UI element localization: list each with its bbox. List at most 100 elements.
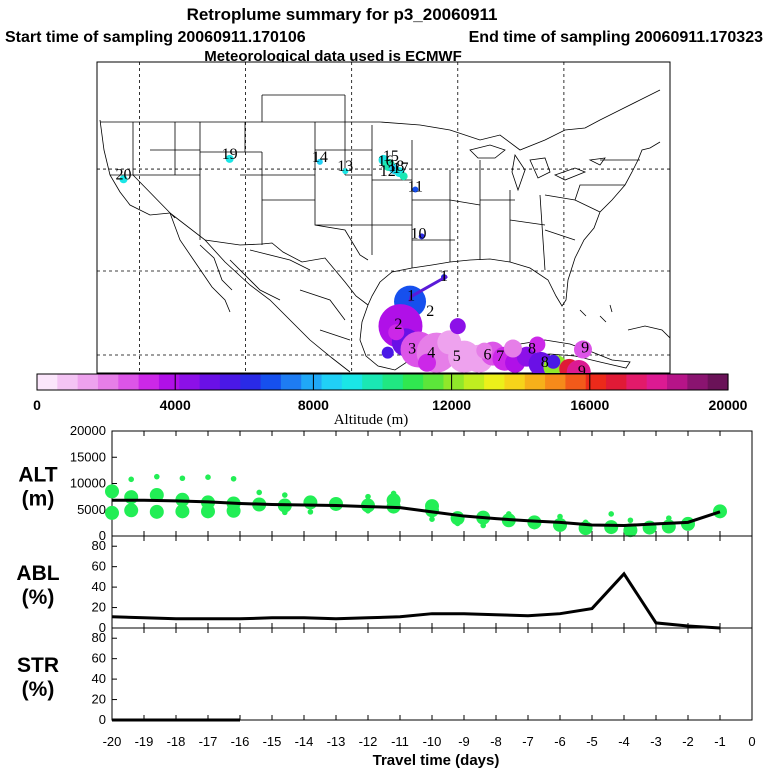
- x-tick-label: -9: [458, 734, 470, 749]
- panel-str: 0 20 40 60 80 STR(%): [17, 627, 753, 727]
- colorbar-tick-label: 0: [33, 397, 41, 413]
- alt-marker-small: [128, 476, 134, 483]
- map-day-label: 15: [383, 148, 399, 165]
- alt-marker-small: [179, 475, 186, 482]
- plume-marker: [503, 339, 522, 358]
- alt-marker-small: [282, 492, 288, 498]
- colorbar-cell: [341, 374, 363, 390]
- plume-track: [408, 274, 448, 302]
- alt-marker: [175, 504, 190, 519]
- colorbar-cell: [158, 374, 180, 390]
- alt-marker-small: [506, 511, 512, 517]
- gulf-atlantic-coast: [367, 141, 661, 307]
- y-axis-label: ABL: [16, 562, 59, 585]
- alt-marker-small: [627, 517, 634, 524]
- colorbar-cell: [260, 374, 282, 390]
- alt-marker-small: [154, 473, 160, 480]
- alt-marker-small: [282, 509, 288, 516]
- x-tick-label: -12: [359, 734, 378, 749]
- map-day-label: 3: [408, 341, 416, 358]
- time-series-panels: 05000100001500020000ALT(m)020406080ABL(%…: [16, 423, 755, 749]
- x-tick-label: -3: [650, 734, 662, 749]
- x-tick-label: -1: [714, 734, 726, 749]
- colorbar-tick-label: 20000: [709, 397, 748, 413]
- abl-line: [111, 571, 721, 630]
- y-tick-label: 10000: [70, 476, 106, 491]
- map-day-label: 18: [388, 158, 404, 175]
- alt-marker-small: [608, 511, 614, 517]
- colorbar-cell: [463, 374, 485, 390]
- x-tick-label: 0: [748, 734, 755, 749]
- alt-marker: [713, 504, 727, 519]
- y-axis-unit: (%): [22, 586, 55, 609]
- x-tick-label: -6: [554, 734, 566, 749]
- alt-marker: [149, 504, 164, 519]
- x-tick-label: -16: [231, 734, 250, 749]
- colorbar-cell: [280, 374, 302, 390]
- colorbar-cell: [687, 374, 709, 390]
- colorbar-cell: [402, 374, 424, 390]
- map-day-label: 7: [496, 348, 504, 365]
- y-tick-label: 60: [92, 559, 106, 574]
- x-tick-label: -8: [490, 734, 502, 749]
- map-day-label: 2: [426, 303, 434, 320]
- panel-abl: 0 20 40 60 80 ABL(%): [16, 535, 753, 635]
- x-tick-label: -11: [391, 734, 409, 749]
- colorbar-tick-label: 4000: [160, 397, 191, 413]
- alt-marker-small: [365, 508, 371, 514]
- alt-marker-small: [256, 489, 263, 496]
- colorbar-cell: [179, 374, 201, 390]
- plume-marker: [225, 154, 234, 163]
- colorbar-cell: [667, 374, 688, 390]
- y-tick-label: 0: [99, 712, 106, 727]
- x-tick-label: -20: [103, 734, 122, 749]
- plume-marker: [476, 342, 493, 359]
- start-time-label: Start time of sampling 20060911.170106: [5, 29, 306, 46]
- y-axis-label: ALT: [18, 464, 57, 487]
- bahamas-islands: [579, 304, 613, 323]
- figure-title: Retroplume summary for p3_20060911: [187, 5, 498, 24]
- colorbar-cell: [362, 374, 384, 390]
- map-day-label: 1: [407, 288, 415, 305]
- end-time-label: End time of sampling 20060911.170323: [469, 29, 763, 46]
- alt-marker: [201, 504, 215, 519]
- mexico-west-coast: [204, 239, 351, 373]
- map-day-label: 8: [528, 341, 536, 358]
- alt-marker: [105, 505, 119, 520]
- map-boundaries: [99, 89, 670, 373]
- map-day-label: 4: [427, 345, 435, 362]
- plume-marker: [418, 233, 425, 240]
- alt-marker-small: [307, 509, 314, 515]
- colorbar-cell: [524, 374, 546, 390]
- map-day-label: 16: [378, 153, 394, 170]
- plume-marker: [388, 324, 405, 341]
- map-day-label: 19: [222, 146, 238, 163]
- plume-markers: [119, 154, 592, 373]
- colorbar-cell: [118, 374, 140, 390]
- colorbar-cell: [57, 374, 79, 390]
- x-tick-label: -15: [263, 734, 282, 749]
- map-day-label: 12: [380, 163, 396, 180]
- map-day-label: 6: [483, 347, 491, 364]
- us-canada-border: [100, 89, 661, 151]
- plume-marker: [418, 353, 437, 372]
- colorbar-cell: [646, 374, 668, 390]
- colorbar-cell: [423, 374, 445, 390]
- plume-marker: [529, 336, 546, 353]
- map-day-label: 9: [581, 340, 589, 357]
- x-tick-label: -18: [167, 734, 186, 749]
- plume-marker: [119, 175, 128, 184]
- map-day-label: 8: [541, 354, 549, 371]
- y-tick-label: 0: [99, 620, 106, 635]
- map-day-label: 9: [578, 363, 586, 380]
- y-tick-label: 80: [92, 538, 106, 553]
- map-day-label: 5: [453, 348, 461, 365]
- state-lines: [110, 94, 640, 271]
- alt-marker-small: [205, 474, 211, 481]
- alt-marker: [604, 520, 619, 535]
- alt-marker: [105, 484, 119, 499]
- alt-marker-small: [666, 515, 672, 521]
- alt-marker-small: [454, 520, 461, 527]
